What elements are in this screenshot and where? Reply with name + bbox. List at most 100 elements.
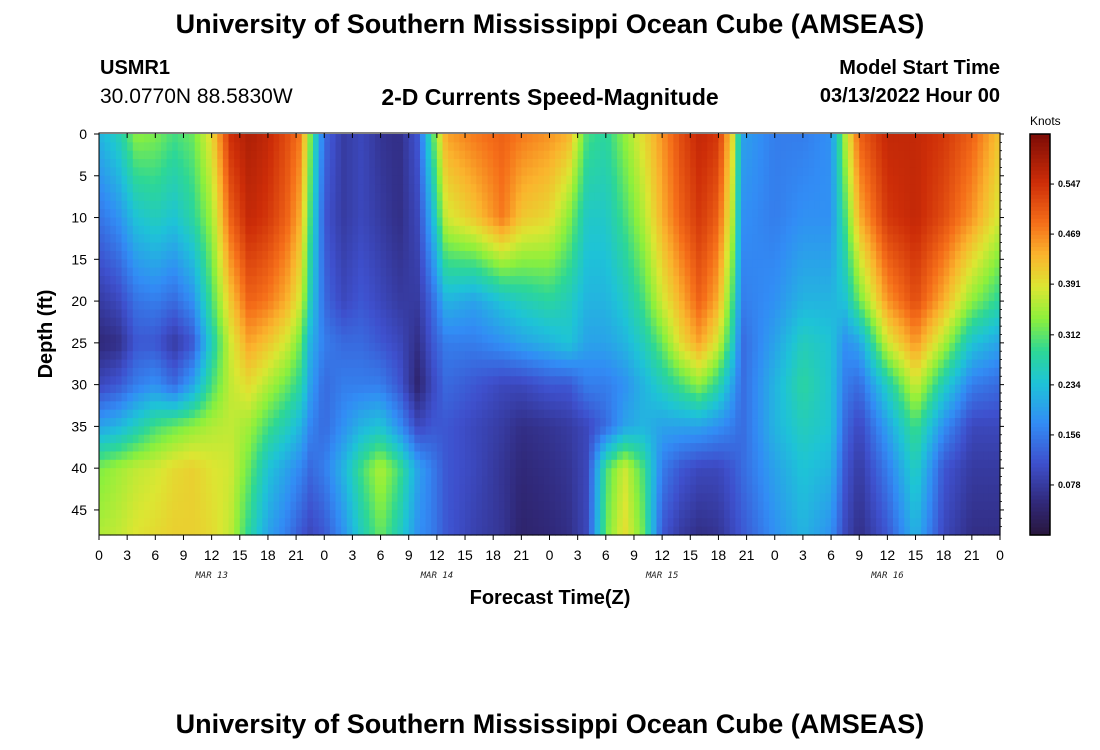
heatmap-cell [369, 334, 376, 344]
heatmap-cell [521, 234, 528, 244]
heatmap-cell [127, 225, 134, 235]
heatmap-cell [887, 326, 894, 336]
heatmap-cell [510, 317, 517, 327]
heatmap-cell [251, 259, 258, 269]
heatmap-cell [690, 142, 697, 152]
heatmap-cell [538, 376, 545, 386]
heatmap-cell [797, 276, 804, 285]
heatmap-cell [104, 309, 111, 319]
heatmap-cell [324, 250, 331, 260]
heatmap-cell [312, 342, 320, 352]
heatmap-cell [774, 309, 781, 319]
heatmap-cell [217, 334, 224, 344]
heatmap-cell [307, 167, 314, 177]
heatmap-cell [408, 175, 415, 185]
heatmap-cell [577, 150, 584, 160]
heatmap-cell [183, 225, 190, 235]
heatmap-cell [532, 376, 539, 386]
heatmap-cell [526, 384, 534, 394]
heatmap-cell [205, 175, 213, 185]
heatmap-cell [155, 384, 162, 394]
heatmap-cell [707, 184, 714, 194]
heatmap-cell [763, 301, 770, 311]
heatmap-cell [769, 334, 776, 344]
heatmap-cell [403, 301, 410, 311]
heatmap-cell [228, 184, 235, 194]
heatmap-cell [200, 184, 207, 194]
heatmap-cell [763, 351, 770, 361]
heatmap-cell [532, 276, 539, 285]
heatmap-cell [211, 292, 218, 302]
heatmap-cell [312, 159, 320, 169]
heatmap-cell [639, 326, 646, 336]
heatmap-cell [290, 134, 297, 143]
heatmap-cell [419, 225, 427, 235]
heatmap-cell [363, 250, 370, 260]
heatmap-cell [312, 301, 320, 311]
heatmap-cell [234, 217, 241, 227]
heatmap-cell [476, 234, 483, 244]
heatmap-cell [825, 159, 832, 169]
heatmap-cell [695, 317, 703, 327]
heatmap-cell [267, 334, 275, 344]
heatmap-cell [251, 184, 258, 194]
heatmap-cell [988, 209, 995, 219]
heatmap-cell [943, 342, 950, 352]
heatmap-cell [403, 276, 410, 285]
heatmap-cell [262, 200, 269, 210]
heatmap-cell [251, 309, 258, 319]
heatmap-cell [695, 292, 703, 302]
heatmap-cell [515, 384, 522, 394]
heatmap-cell [988, 217, 995, 227]
heatmap-cell [842, 359, 849, 369]
heatmap-cell [549, 342, 556, 352]
heatmap-cell [684, 376, 691, 386]
heatmap-cell [977, 284, 984, 294]
heatmap-cell [301, 175, 308, 185]
heatmap-cell [831, 217, 838, 227]
heatmap-cell [701, 276, 708, 285]
heatmap-cell [346, 351, 353, 361]
heatmap-cell [543, 217, 551, 227]
heatmap-cell [487, 334, 494, 344]
heatmap-cell [487, 134, 494, 143]
heatmap-cell [954, 150, 962, 160]
heatmap-cell [363, 209, 370, 219]
heatmap-cell [138, 242, 145, 252]
heatmap-cell [127, 259, 134, 269]
heatmap-cell [526, 159, 534, 169]
heatmap-cell [369, 309, 376, 319]
heatmap-cell [932, 317, 939, 327]
heatmap-cell [358, 317, 365, 327]
heatmap-cell [650, 267, 658, 277]
heatmap-cell [470, 167, 477, 177]
heatmap-cell [205, 142, 213, 152]
heatmap-cell [740, 351, 748, 361]
heatmap-cell [386, 342, 393, 352]
heatmap-cell [887, 367, 894, 377]
heatmap-cell [583, 359, 590, 369]
heatmap-cell [234, 317, 241, 327]
heatmap-cell [926, 326, 934, 336]
heatmap-cell [352, 276, 359, 285]
heatmap-cell [374, 276, 382, 285]
heatmap-cell [729, 167, 736, 177]
heatmap-cell [656, 142, 663, 152]
heatmap-cell [538, 342, 545, 352]
heatmap-cell [363, 217, 370, 227]
heatmap-cell [673, 259, 680, 269]
heatmap-cell [442, 384, 449, 394]
heatmap-cell [712, 225, 720, 235]
heatmap-cell [408, 367, 415, 377]
heatmap-cell [876, 225, 883, 235]
heatmap-cell [256, 326, 263, 336]
heatmap-cell [341, 150, 348, 160]
station-id: USMR1 [100, 57, 171, 79]
heatmap-cell [189, 309, 196, 319]
heatmap-cell [515, 284, 522, 294]
heatmap-cell [504, 276, 511, 285]
heatmap-cell [239, 175, 247, 185]
heatmap-cell [99, 392, 106, 402]
heatmap-cell [386, 217, 393, 227]
heatmap-cell [645, 175, 652, 185]
